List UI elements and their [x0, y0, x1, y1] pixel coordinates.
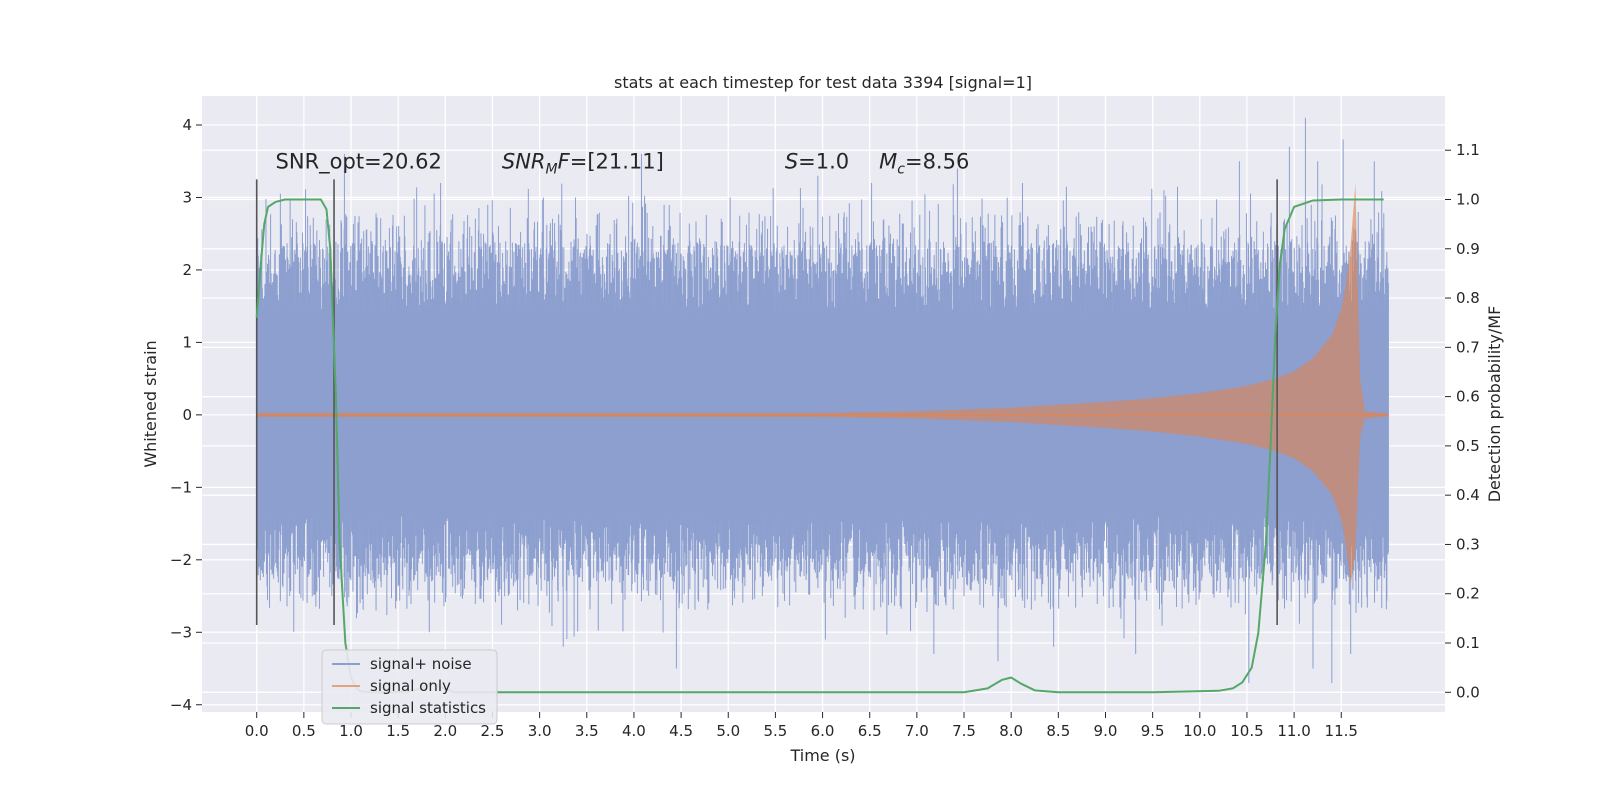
y2-tick-label: 0.6	[1456, 388, 1480, 406]
y-tick-label: −4	[170, 696, 192, 714]
annotation-text: S=1.0	[785, 149, 849, 173]
annotation-text: Mc=8.56	[879, 149, 969, 177]
x-tick-label: 8.0	[999, 722, 1023, 740]
x-tick-label: 6.0	[811, 722, 835, 740]
y2-tick-label: 0.4	[1456, 486, 1480, 504]
legend: signal+ noise signal only signal statistic…	[321, 649, 498, 725]
y2-tick-label: 0.8	[1456, 289, 1480, 307]
x-tick-label: 8.5	[1046, 722, 1070, 740]
x-tick-label: 9.0	[1094, 722, 1118, 740]
signal-only-series	[256, 182, 1389, 586]
x-tick-label: 3.0	[528, 722, 552, 740]
y2-tick-label: 0.9	[1456, 240, 1480, 258]
x-tick-label: 2.0	[433, 722, 457, 740]
x-tick-label: 0.5	[292, 722, 316, 740]
x-tick-label: 1.5	[386, 722, 410, 740]
legend-entry: signal+ noise	[370, 655, 472, 673]
y-tick-label: 0	[182, 406, 192, 424]
y2-tick-label: 0.3	[1456, 535, 1480, 553]
y2-axis-label: Detection probability/MF	[1485, 306, 1504, 503]
legend-entry: signal only	[370, 677, 451, 695]
legend-box	[321, 649, 498, 725]
x-axis-ticks: 0.0 0.5 1.0 1.5 2.0 2.5 3.0 3.5 4.0 4.5 5.0 5.5 6.0 6…	[245, 712, 1358, 740]
legend-entry: signal statistics	[370, 699, 486, 717]
x-tick-label: 11.5	[1325, 722, 1358, 740]
x-tick-label: 4.0	[622, 722, 646, 740]
y-tick-label: −3	[170, 623, 192, 641]
y2-tick-label: 1.0	[1456, 190, 1480, 208]
annotations: SNR_opt=20.62 SNRMF=[21.11] S=1.0 Mc=8.56	[276, 149, 970, 177]
x-tick-label: 0.0	[245, 722, 269, 740]
y-tick-label: 2	[182, 261, 192, 279]
annotation-text: SNR_opt=20.62	[276, 149, 442, 174]
vertical-marker-lines	[255, 179, 1278, 626]
x-tick-label: 5.5	[763, 722, 787, 740]
y-tick-label: −2	[170, 551, 192, 569]
y2-tick-label: 0.5	[1456, 437, 1480, 455]
x-tick-label: 4.5	[669, 722, 693, 740]
annotation-text: SNRMF=[21.11]	[502, 149, 664, 177]
y-tick-label: 3	[182, 188, 192, 206]
x-tick-label: 7.0	[905, 722, 929, 740]
y2-tick-label: 1.1	[1456, 141, 1480, 159]
statistics-line	[255, 198, 1384, 694]
x-tick-label: 6.5	[858, 722, 882, 740]
signal-statistics-series	[255, 198, 1384, 694]
y-tick-label: 1	[182, 333, 192, 351]
y-tick-label: −1	[170, 478, 192, 496]
y2-tick-label: 0.2	[1456, 585, 1480, 603]
x-tick-label: 3.5	[575, 722, 599, 740]
y-axis-label: Whitened strain	[141, 340, 160, 467]
x-tick-label: 2.5	[481, 722, 505, 740]
x-tick-label: 10.5	[1230, 722, 1263, 740]
x-tick-label: 5.0	[716, 722, 740, 740]
y2-tick-label: 0.1	[1456, 634, 1480, 652]
x-tick-label: 10.0	[1183, 722, 1216, 740]
x-axis-label: Time (s)	[789, 746, 855, 765]
y-axis-ticks: 4 3 2 1 0 −1 −2 −3 −4	[170, 116, 202, 714]
chart-title: stats at each timestep for test data 339…	[614, 73, 1032, 92]
x-tick-label: 9.5	[1141, 722, 1165, 740]
x-tick-label: 11.0	[1277, 722, 1310, 740]
y-tick-label: 4	[182, 116, 192, 134]
x-tick-label: 1.0	[339, 722, 363, 740]
y2-axis-ticks: 1.1 1.0 0.9 0.8 0.7 0.6 0.5 0.4 0.3 0.2 0.1 0.0	[1445, 141, 1480, 701]
y2-tick-label: 0.0	[1456, 683, 1480, 701]
y2-tick-label: 0.7	[1456, 338, 1480, 356]
x-tick-label: 7.5	[952, 722, 976, 740]
